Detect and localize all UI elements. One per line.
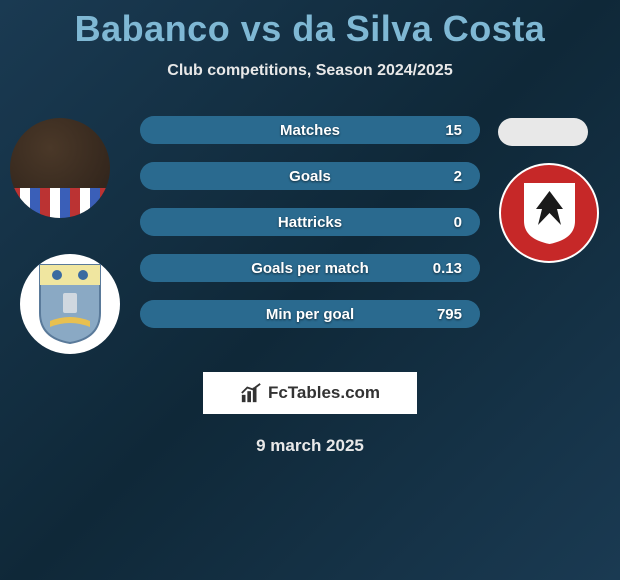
stat-value: 795	[437, 306, 462, 323]
stat-row: Hattricks 0	[140, 208, 480, 236]
stat-row: Matches 15	[140, 116, 480, 144]
stat-label: Hattricks	[278, 214, 342, 231]
stat-label: Goals per match	[251, 260, 369, 277]
club-crest-left	[20, 254, 120, 354]
date-label: 9 march 2025	[0, 436, 620, 456]
stat-value: 15	[445, 122, 462, 139]
source-logo[interactable]: FcTables.com	[203, 372, 417, 414]
stats-list: Matches 15 Goals 2 Hattricks 0 Goals per match…	[140, 116, 480, 346]
stat-value: 0.13	[433, 260, 462, 277]
page-title: Babanco vs da Silva Costa	[0, 0, 620, 50]
stat-label: Goals	[289, 168, 331, 185]
stat-value: 2	[454, 168, 462, 185]
stat-row: Min per goal 795	[140, 300, 480, 328]
source-logo-text: FcTables.com	[268, 383, 380, 403]
stat-label: Min per goal	[266, 306, 354, 323]
player-photo-right-placeholder	[498, 118, 588, 146]
stat-label: Matches	[280, 122, 340, 139]
stat-row: Goals per match 0.13	[140, 254, 480, 282]
player-photo-left	[10, 118, 110, 218]
eagle-crest-icon	[522, 181, 577, 246]
chart-icon	[240, 382, 262, 404]
comparison-area: Matches 15 Goals 2 Hattricks 0 Goals per match…	[0, 100, 620, 360]
subtitle: Club competitions, Season 2024/2025	[0, 62, 620, 80]
shield-icon	[35, 263, 105, 345]
club-crest-right	[499, 163, 599, 263]
stat-value: 0	[454, 214, 462, 231]
stat-row: Goals 2	[140, 162, 480, 190]
